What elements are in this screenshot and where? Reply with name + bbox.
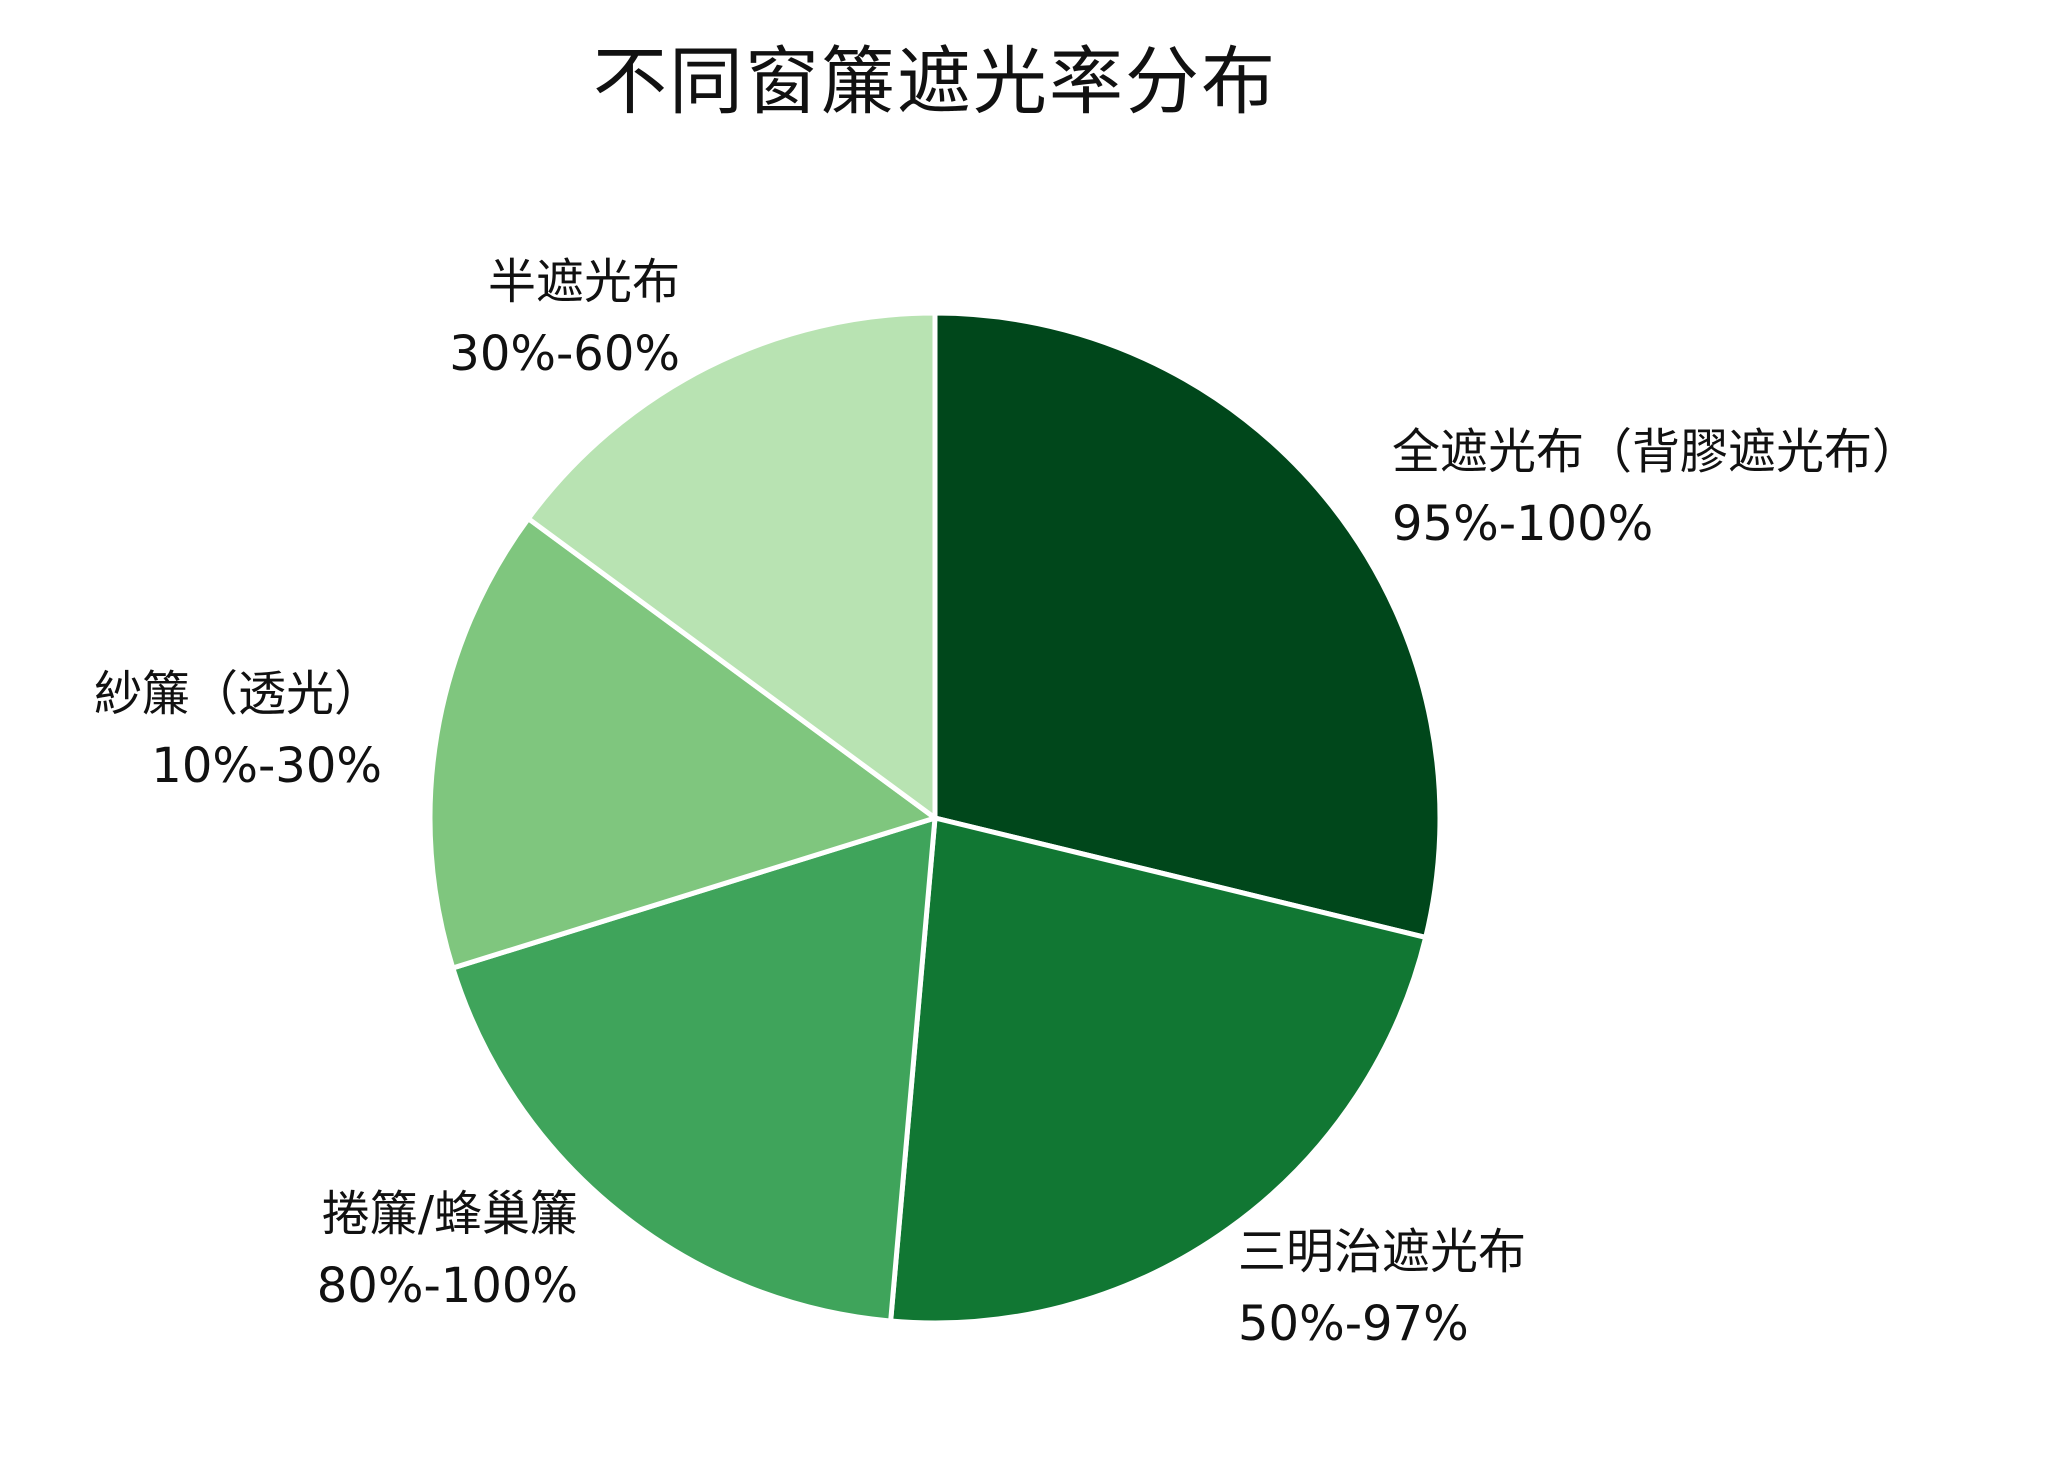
slice-range-label: 80%-100% bbox=[317, 1258, 578, 1314]
pie-labels: 全遮光布（背膠遮光布） 95%-100% 三明治遮光布 50%-97% 捲簾/蜂巢簾 80… bbox=[94, 254, 1920, 1352]
pie-slice bbox=[888, 815, 1429, 1326]
slice-label: 紗簾（透光） bbox=[94, 666, 382, 722]
pie-slice bbox=[450, 815, 938, 1324]
slice-label: 三明治遮光布 bbox=[1238, 1224, 1526, 1280]
pie-slice bbox=[932, 310, 1443, 940]
pie-slices bbox=[427, 310, 1443, 1326]
slice-label: 半遮光布 bbox=[488, 254, 680, 310]
slice-label: 捲簾/蜂巢簾 bbox=[322, 1186, 578, 1242]
slice-label: 全遮光布（背膠遮光布） bbox=[1392, 424, 1920, 480]
slice-range-label: 95%-100% bbox=[1392, 496, 1653, 552]
pie-slice bbox=[525, 310, 938, 821]
slice-range-label: 30%-60% bbox=[449, 326, 680, 382]
pie-slice bbox=[427, 516, 938, 971]
slice-range-label: 10%-30% bbox=[151, 738, 382, 794]
slice-range-label: 50%-97% bbox=[1238, 1296, 1469, 1352]
chart-title: 不同窗簾遮光率分布 bbox=[593, 39, 1277, 125]
